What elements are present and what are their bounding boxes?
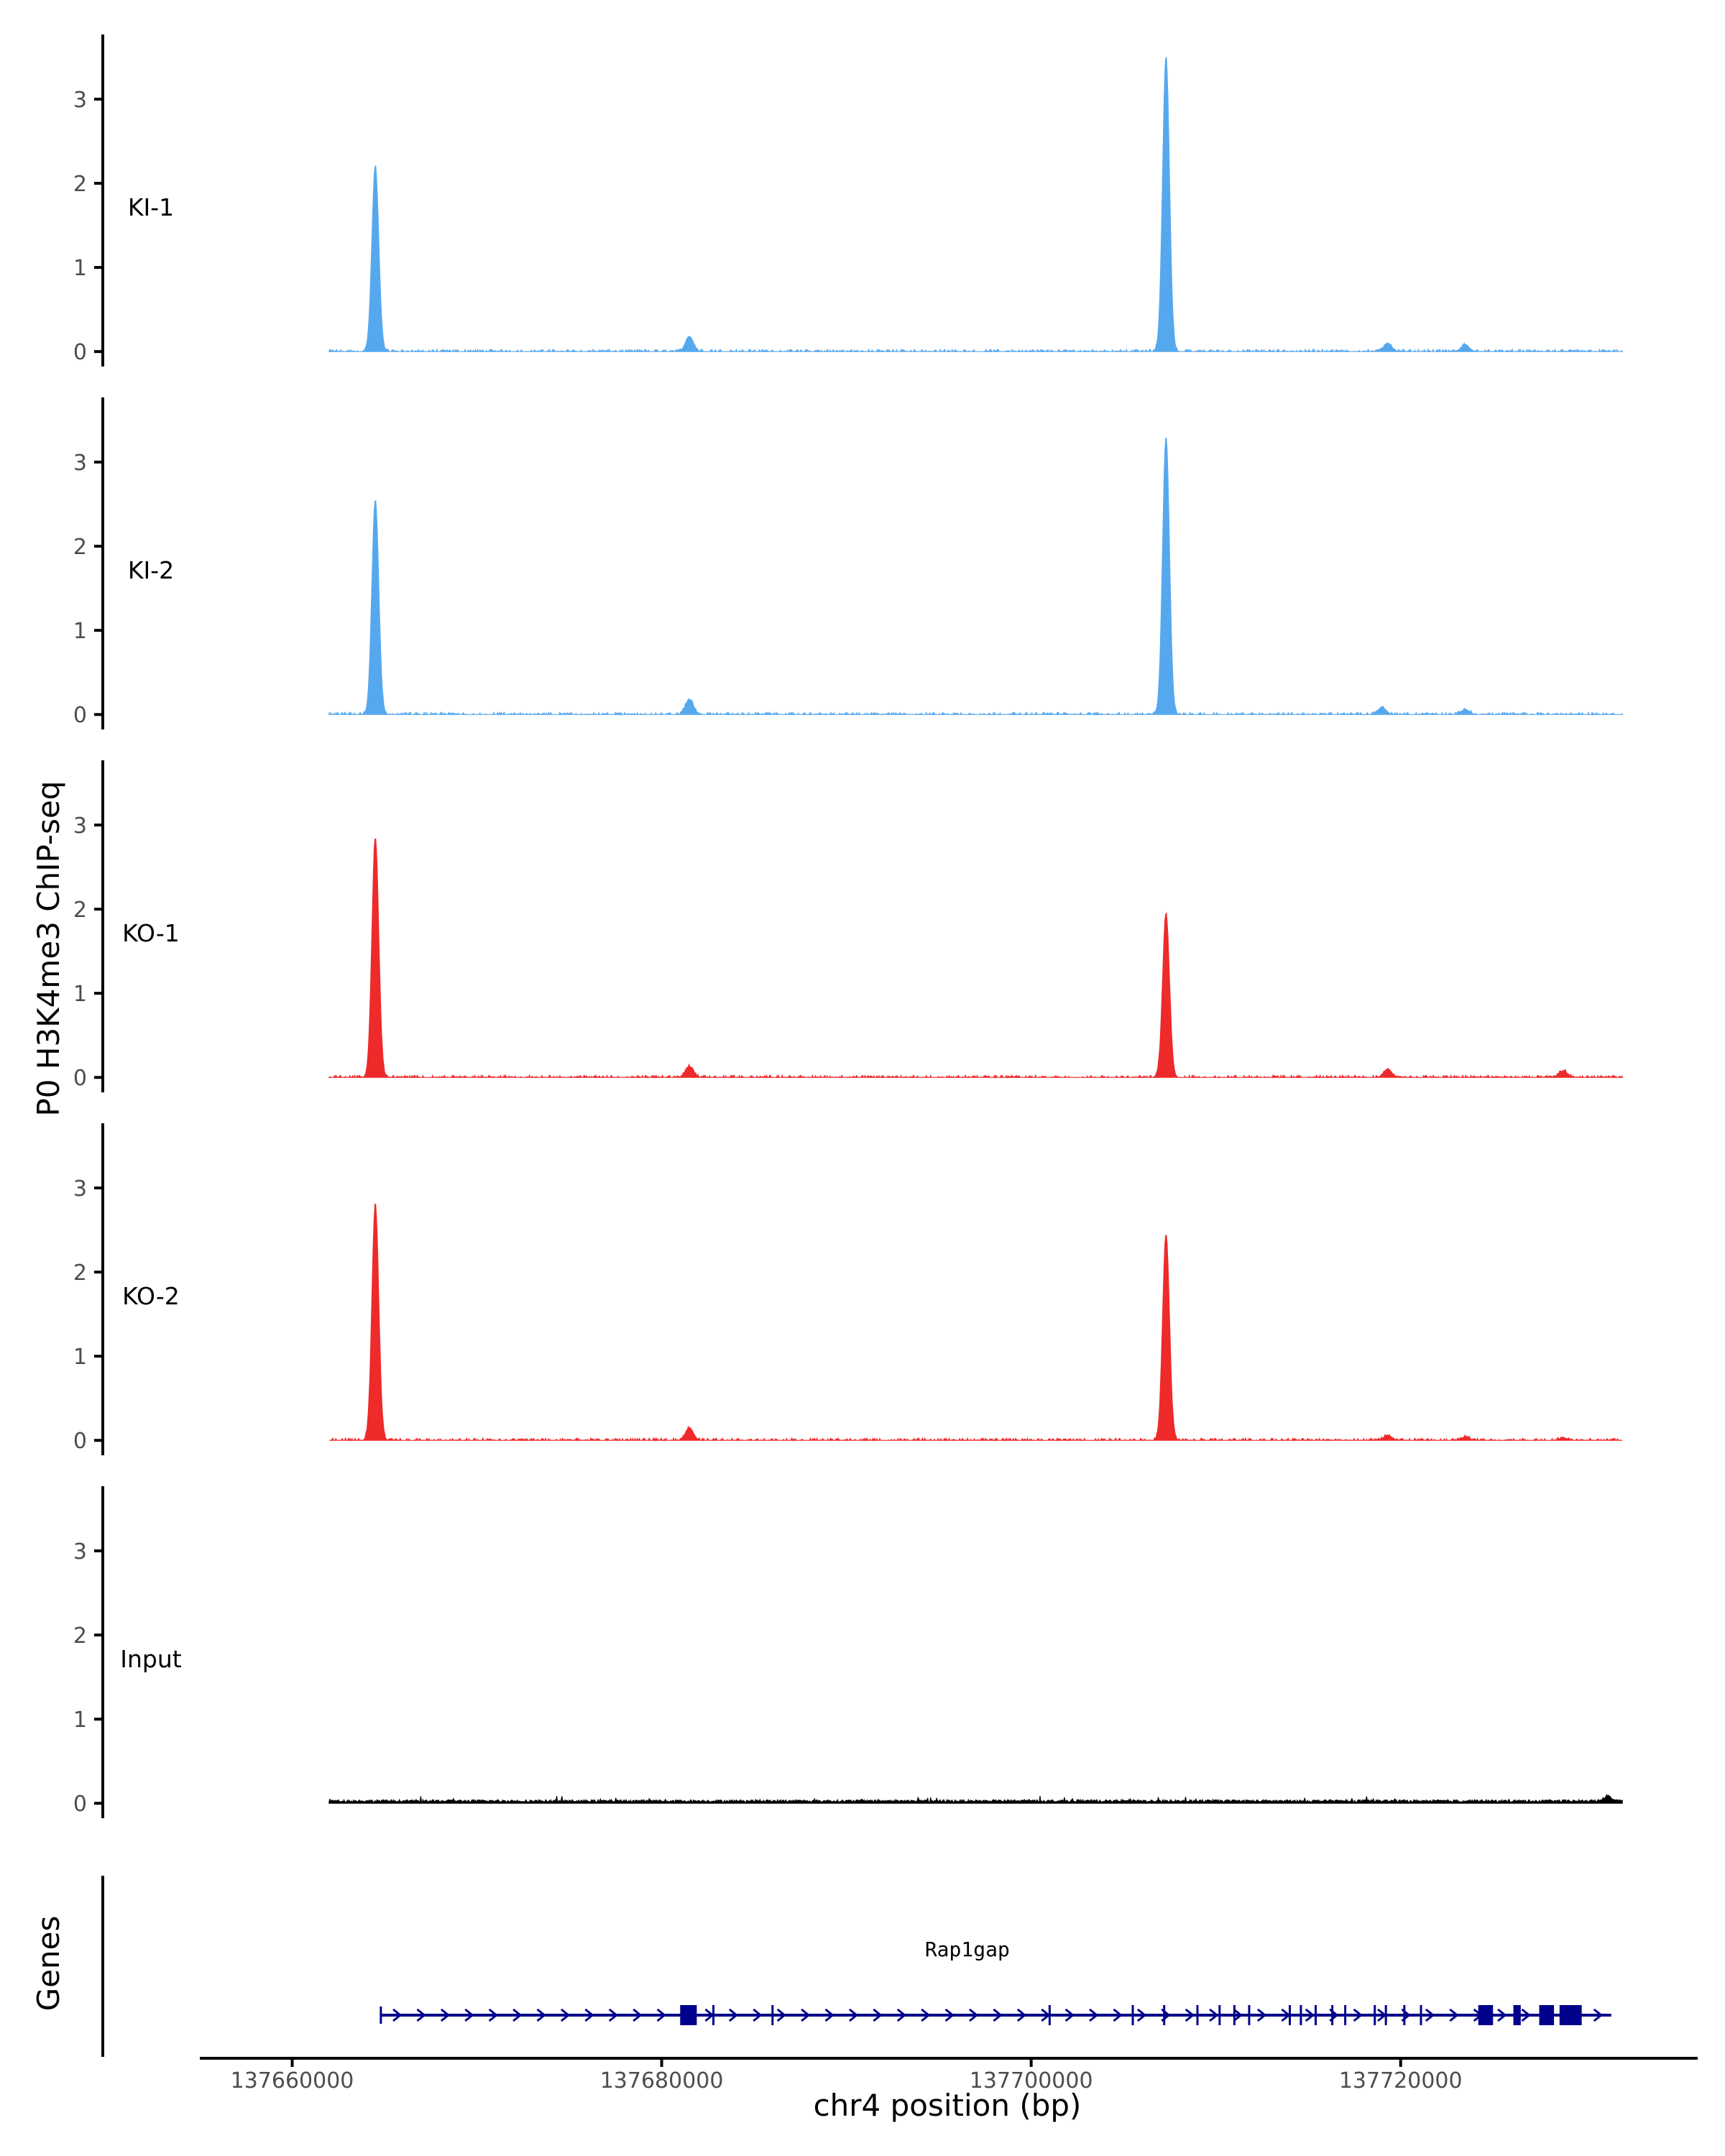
strand-arrow-icon — [536, 2008, 546, 2022]
x-tick-label: 137680000 — [600, 2068, 724, 2093]
y-tick-label: 3 — [73, 451, 87, 476]
exon-block — [680, 2005, 697, 2025]
strand-arrow-icon — [753, 2008, 763, 2022]
strand-arrow-icon — [608, 2008, 619, 2022]
track-label: KI-1 — [128, 193, 174, 221]
y-tick-label: 3 — [73, 1539, 87, 1565]
strand-arrow-icon — [969, 2008, 979, 2022]
exon-block — [1478, 2005, 1494, 2025]
strand-arrow-icon — [584, 2008, 594, 2022]
x-tick-label: 137660000 — [231, 2068, 354, 2093]
strand-arrow-icon — [1257, 2008, 1267, 2022]
x-tick-label: 137700000 — [970, 2068, 1093, 2093]
strand-arrow-icon — [1449, 2008, 1459, 2022]
strand-arrow-icon — [921, 2008, 931, 2022]
strand-arrow-icon — [560, 2008, 571, 2022]
y-tick-label: 1 — [73, 619, 87, 644]
y-tick-label: 2 — [73, 535, 87, 560]
x-axis-title: chr4 position (bp) — [814, 2088, 1082, 2123]
y-tick-label: 1 — [73, 1345, 87, 1370]
track-ki-1: 0 1 2 3 KI-1 — [73, 34, 1624, 367]
y-tick-label: 2 — [73, 172, 87, 197]
strand-arrow-icon — [488, 2008, 499, 2022]
strand-arrow-icon — [728, 2008, 739, 2022]
signal-area — [328, 438, 1623, 716]
strand-arrow-icon — [464, 2008, 474, 2022]
strand-arrow-icon — [1233, 2008, 1243, 2022]
strand-arrow-icon — [824, 2008, 834, 2022]
gene-annotation-panel: Rap1gap — [101, 1876, 1611, 2057]
exon-block — [1559, 2005, 1582, 2025]
y-axis-title: P0 H3K4me3 ChIP-seq — [31, 780, 66, 1116]
strand-arrow-icon — [656, 2008, 666, 2022]
chip-seq-tracks: 0 1 2 3 KI-1 0 1 2 3 KI-2 0 1 2 3 KO-1 0 1 2 3 KO-2 0 1 2 3 Inpu… — [73, 34, 1624, 1818]
y-tick-label: 0 — [73, 1792, 87, 1817]
strand-arrow-icon — [632, 2008, 643, 2022]
x-axis: 137660000 137680000 137700000 137720000 — [200, 2057, 1698, 2093]
signal-area — [328, 1794, 1623, 1805]
strand-arrow-icon — [512, 2008, 523, 2022]
track-label: KO-2 — [122, 1282, 180, 1310]
strand-arrow-icon — [1089, 2008, 1099, 2022]
y-tick-label: 2 — [73, 1261, 87, 1286]
strand-arrow-icon — [440, 2008, 451, 2022]
strand-arrow-icon — [416, 2008, 426, 2022]
track-label: Input — [120, 1645, 182, 1673]
track-label: KO-1 — [122, 919, 180, 947]
exon-block — [1539, 2005, 1555, 2025]
y-tick-label: 3 — [73, 88, 87, 113]
genes-axis-title: Genes — [31, 1916, 66, 2012]
x-tick-label: 137720000 — [1339, 2068, 1463, 2093]
track-ki-2: 0 1 2 3 KI-2 — [73, 397, 1623, 729]
track-ko-1: 0 1 2 3 KO-1 — [73, 760, 1623, 1092]
gene-name-label: Rap1gap — [925, 1938, 1010, 1961]
track-label: KI-2 — [128, 556, 174, 584]
signal-area — [328, 1203, 1623, 1442]
y-tick-label: 1 — [73, 1708, 87, 1733]
y-tick-label: 0 — [73, 1066, 87, 1091]
strand-arrow-icon — [1521, 2008, 1531, 2022]
strand-arrow-icon — [776, 2008, 787, 2022]
strand-arrow-icon — [1593, 2008, 1604, 2022]
strand-arrow-icon — [1113, 2008, 1123, 2022]
strand-arrow-icon — [1136, 2008, 1147, 2022]
strand-arrow-icon — [1016, 2008, 1027, 2022]
strand-arrow-icon — [993, 2008, 1003, 2022]
y-tick-label: 1 — [73, 982, 87, 1007]
strand-arrow-icon — [1497, 2008, 1507, 2022]
track-input: 0 1 2 3 Input — [73, 1486, 1623, 1818]
strand-arrow-icon — [1425, 2008, 1435, 2022]
y-tick-label: 0 — [73, 340, 87, 365]
y-tick-label: 1 — [73, 256, 87, 281]
strand-arrow-icon — [1184, 2008, 1195, 2022]
strand-arrow-icon — [1209, 2008, 1219, 2022]
strand-arrow-icon — [1064, 2008, 1075, 2022]
signal-area — [328, 838, 1623, 1079]
strand-arrow-icon — [848, 2008, 859, 2022]
strand-arrow-icon — [873, 2008, 883, 2022]
strand-arrow-icon — [1353, 2008, 1363, 2022]
strand-arrow-icon — [392, 2008, 402, 2022]
y-tick-label: 3 — [73, 814, 87, 839]
y-tick-label: 2 — [73, 1623, 87, 1649]
y-tick-label: 0 — [73, 1429, 87, 1454]
y-tick-label: 0 — [73, 703, 87, 728]
y-tick-label: 2 — [73, 898, 87, 923]
strand-arrow-icon — [944, 2008, 954, 2022]
strand-arrow-icon — [896, 2008, 907, 2022]
strand-arrow-icon — [1305, 2008, 1315, 2022]
strand-arrow-icon — [801, 2008, 811, 2022]
y-tick-label: 3 — [73, 1176, 87, 1202]
gene-rap1gap: Rap1gap — [380, 1938, 1611, 2025]
track-ko-2: 0 1 2 3 KO-2 — [73, 1123, 1623, 1455]
signal-area — [328, 57, 1624, 353]
exon-block — [1513, 2005, 1521, 2025]
